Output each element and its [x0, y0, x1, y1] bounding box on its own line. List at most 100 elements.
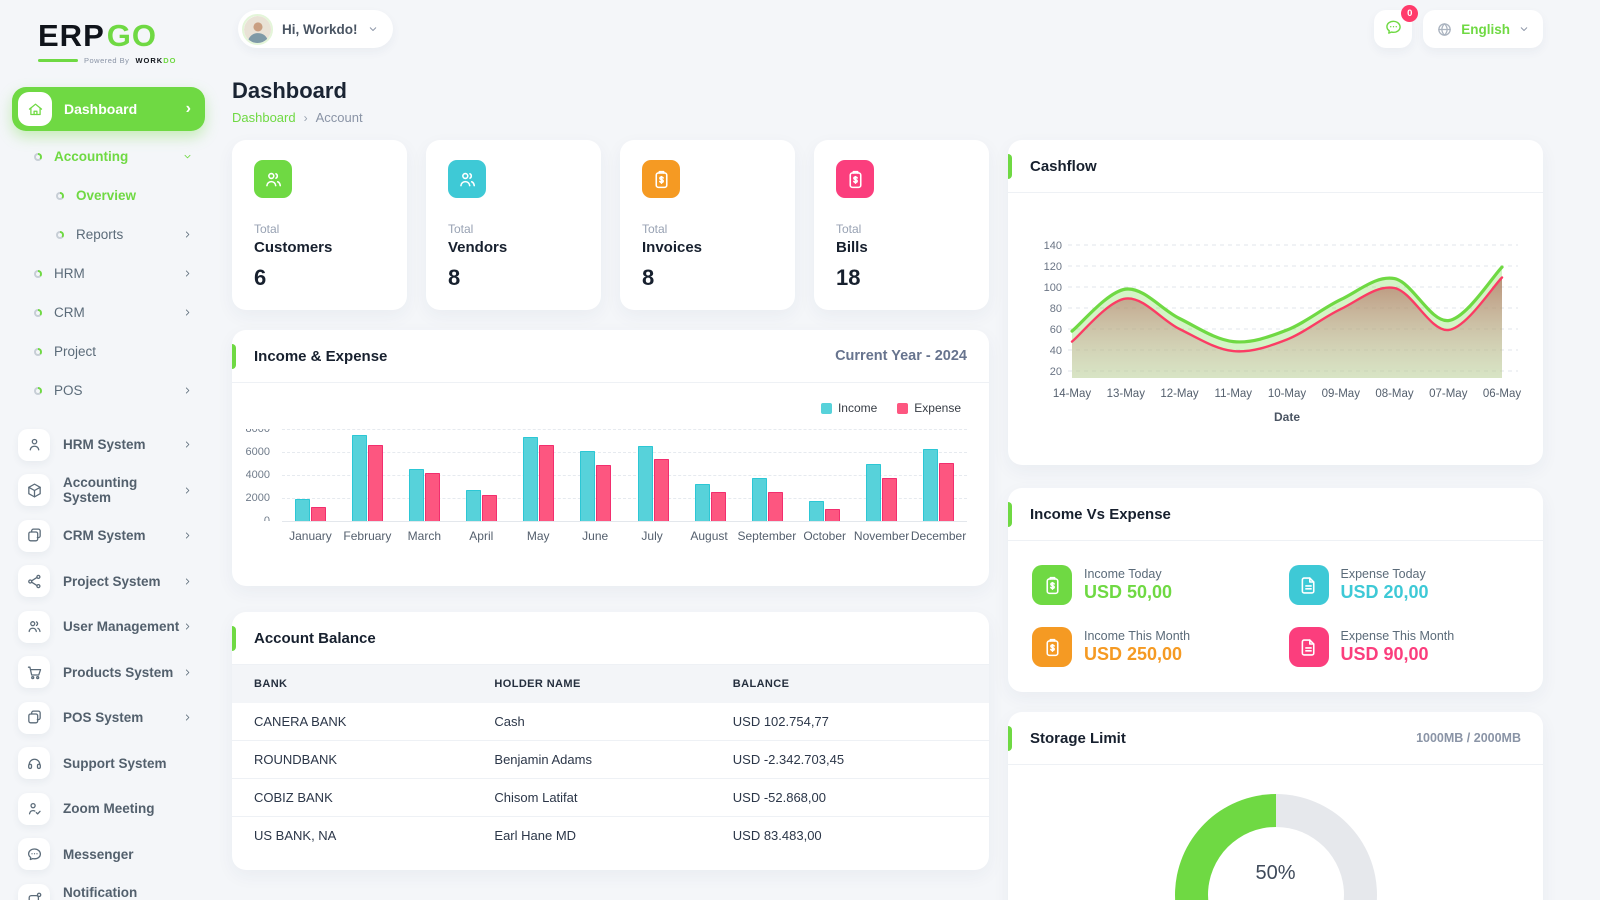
table-cell: US BANK, NA	[232, 816, 485, 854]
sidebar-item-crm-system[interactable]: CRM System	[10, 513, 207, 559]
sidebar-item-label: Accounting	[54, 149, 129, 164]
expense-bar[interactable]	[653, 458, 669, 521]
bar-group-september	[751, 429, 783, 521]
y-tick-label: 6000	[246, 446, 270, 458]
bullet-ring-icon	[34, 386, 42, 395]
income-bar[interactable]	[352, 434, 368, 521]
expense-bar[interactable]	[425, 473, 441, 521]
income-bar[interactable]	[295, 498, 311, 521]
cashflow-chart: 140 120 100 80 60 40 20 14-May 13-May 12-May 11-M…	[1008, 215, 1543, 427]
income-bar[interactable]	[808, 500, 824, 521]
sidebar: ERPGO Powered By WORKDO Dashboard › Acco…	[0, 0, 217, 900]
sidebar-item-project-system[interactable]: Project System	[10, 559, 207, 605]
stat-card-label: Invoices	[642, 239, 703, 256]
breadcrumb-dashboard-link[interactable]: Dashboard	[232, 110, 296, 125]
chevron-right-icon	[182, 307, 193, 318]
bullet-ring-icon	[34, 269, 42, 278]
invoice-icon	[1032, 565, 1072, 605]
expense-bar[interactable]	[767, 491, 783, 521]
expense-bar[interactable]	[482, 494, 498, 521]
stat-card-label: Customers	[254, 239, 333, 256]
chevron-down-icon	[1518, 23, 1530, 35]
income-bar[interactable]	[409, 468, 425, 521]
income-bar[interactable]	[865, 463, 881, 521]
sidebar-item-messenger[interactable]: Messenger	[10, 832, 207, 878]
sidebar-item-notification-template[interactable]: Notification Template	[10, 877, 207, 900]
table-cell: CANERA BANK	[254, 714, 347, 729]
sidebar-item-support-system[interactable]: Support System	[10, 741, 207, 787]
sidebar-item-hrm-system[interactable]: HRM System	[10, 422, 207, 468]
x-tick-label: March	[407, 529, 442, 543]
sidebar-item-reports[interactable]: Reports	[10, 215, 207, 254]
sidebar-item-crm[interactable]: CRM	[10, 293, 207, 332]
chevron-down-icon	[182, 151, 193, 162]
income-bar[interactable]	[466, 489, 482, 521]
sidebar-item-zoom-meeting[interactable]: Zoom Meeting	[10, 786, 207, 832]
expense-bar[interactable]	[311, 506, 327, 521]
app-logo[interactable]: ERPGO Powered By WORKDO	[10, 14, 207, 65]
sidebar-item-accounting[interactable]: Accounting	[10, 137, 207, 176]
bar-group-november	[865, 429, 897, 521]
y-tick-label: 8000	[246, 429, 270, 435]
chevron-down-icon	[367, 23, 379, 35]
chat-icon	[1384, 18, 1403, 40]
chevron-right-icon	[182, 229, 193, 240]
expense-bar[interactable]	[539, 445, 555, 521]
expense-bar[interactable]	[938, 462, 954, 521]
sidebar-item-pos[interactable]: POS	[10, 371, 207, 410]
income-bar[interactable]	[580, 450, 596, 521]
document-icon	[1288, 565, 1329, 605]
share-icon	[18, 565, 50, 598]
sidebar-item-pos-system[interactable]: POS System	[10, 695, 207, 741]
sidebar-item-label: POS System	[63, 710, 144, 726]
bullet-ring-icon	[34, 347, 42, 356]
stat-card-prefix: Total	[448, 222, 474, 236]
sidebar-item-label: Project	[54, 344, 97, 359]
notification-badge: 0	[1401, 5, 1419, 22]
expense-bar[interactable]	[824, 508, 840, 521]
cashflow-title: Cashflow	[1030, 157, 1097, 175]
lower-area-fill	[1072, 277, 1502, 378]
stat-card-bills: Total Bills 18	[814, 140, 989, 310]
sidebar-item-project[interactable]: Project	[10, 332, 207, 371]
legend-item-expense[interactable]: Expense	[897, 401, 961, 415]
stat-card-value: 8	[642, 265, 655, 290]
summary-item-label: Income This Month	[1084, 629, 1191, 643]
sidebar-item-user-management[interactable]: User Management	[10, 604, 207, 650]
sidebar-item-products-system[interactable]: Products System	[10, 650, 207, 696]
sidebar-item-label: Accounting System	[63, 475, 138, 506]
expense-bar[interactable]	[368, 445, 384, 521]
sidebar-item-hrm[interactable]: HRM	[10, 254, 207, 293]
donut-percent-label: 50%	[1255, 862, 1296, 884]
storage-usage-label: 1000MB / 2000MB	[1416, 731, 1521, 745]
sidebar-item-overview[interactable]: Overview	[10, 176, 207, 215]
sidebar-item-accounting-system[interactable]: Accounting System	[10, 468, 207, 514]
x-tick-label: 07-May	[1429, 388, 1468, 400]
y-tick-label: 4000	[246, 469, 270, 481]
app-logo-text: ERPGO	[38, 18, 157, 53]
sidebar-item-dashboard[interactable]: Dashboard ›	[12, 87, 205, 131]
income-expense-subtitle: Current Year - 2024	[835, 348, 967, 364]
messages-button[interactable]: 0	[1374, 5, 1419, 48]
income-bar[interactable]	[637, 446, 653, 521]
legend-item-income[interactable]: Income	[820, 401, 877, 415]
language-selector[interactable]: English	[1423, 10, 1543, 48]
sidebar-item-label: Messenger	[63, 846, 134, 862]
page-head: Dashboard Dashboard › Account	[232, 78, 363, 125]
cart-icon	[18, 656, 50, 689]
chevron-right-icon	[182, 439, 193, 450]
summary-item-value: USD 250,00	[1084, 644, 1183, 664]
income-bar[interactable]	[922, 448, 938, 521]
income-bar[interactable]	[523, 437, 539, 521]
expense-bar[interactable]	[710, 491, 726, 521]
summary-item-income-this-month: Income This Month USD 250,00	[1032, 627, 1263, 667]
users-icon	[448, 160, 486, 198]
user-menu[interactable]: Hi, Workdo!	[238, 10, 393, 48]
expense-bar[interactable]	[596, 465, 612, 521]
expense-bar[interactable]	[881, 477, 897, 521]
y-tick-label: 140	[1044, 240, 1062, 252]
income-bar[interactable]	[694, 483, 710, 521]
income-bar[interactable]	[751, 478, 767, 521]
summary-item-value: USD 90,00	[1340, 644, 1429, 664]
y-tick-label: 60	[1050, 324, 1062, 336]
